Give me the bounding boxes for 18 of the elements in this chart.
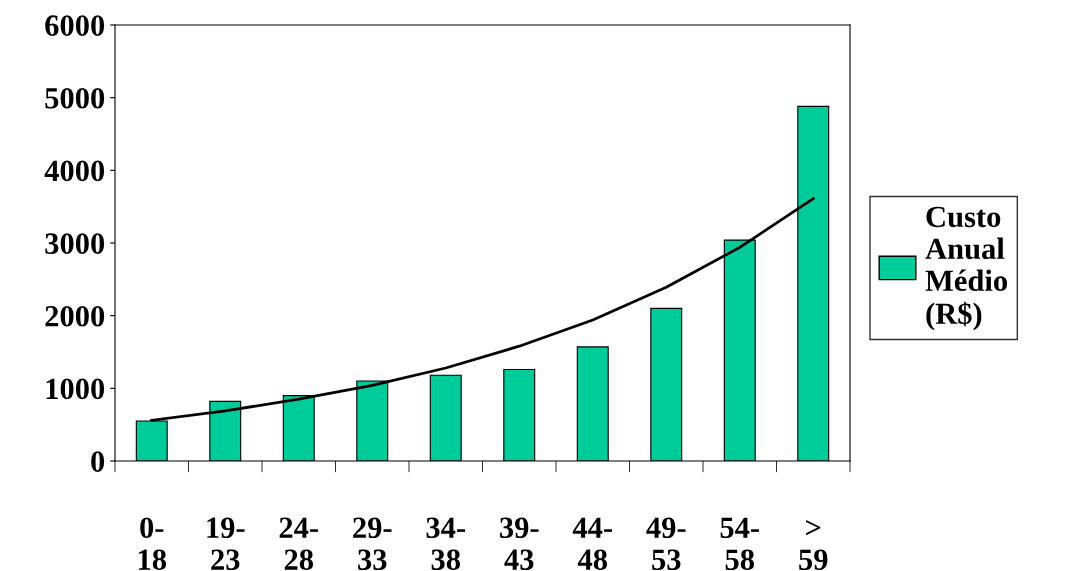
x-tick-label: 34- 38 — [426, 517, 465, 571]
x-tick-label: 39- 43 — [500, 517, 539, 571]
x-tick-label: 24- 28 — [279, 517, 318, 571]
legend-label: Custo Anual Médio (R$) — [925, 206, 1007, 331]
x-tick-label: 44- 48 — [572, 517, 612, 571]
y-tick-label: 5000 — [45, 87, 105, 109]
y-tick-label: 0 — [91, 451, 105, 472]
x-tick-label: 19- 23 — [207, 517, 245, 571]
x-tick-label: 49- 53 — [646, 517, 686, 571]
y-tick-label: 1000 — [46, 378, 105, 400]
x-tick-label: > 59 — [799, 519, 828, 571]
x-tick-label: 29- 33 — [353, 517, 392, 571]
y-tick-label: 6000 — [45, 15, 105, 36]
x-tick-label: 54- 58 — [720, 517, 759, 571]
x-tick-label: 0- 18 — [138, 517, 167, 571]
y-tick-label: 3000 — [45, 233, 105, 254]
y-tick-label: 2000 — [45, 305, 105, 327]
y-tick-label: 4000 — [44, 160, 105, 182]
